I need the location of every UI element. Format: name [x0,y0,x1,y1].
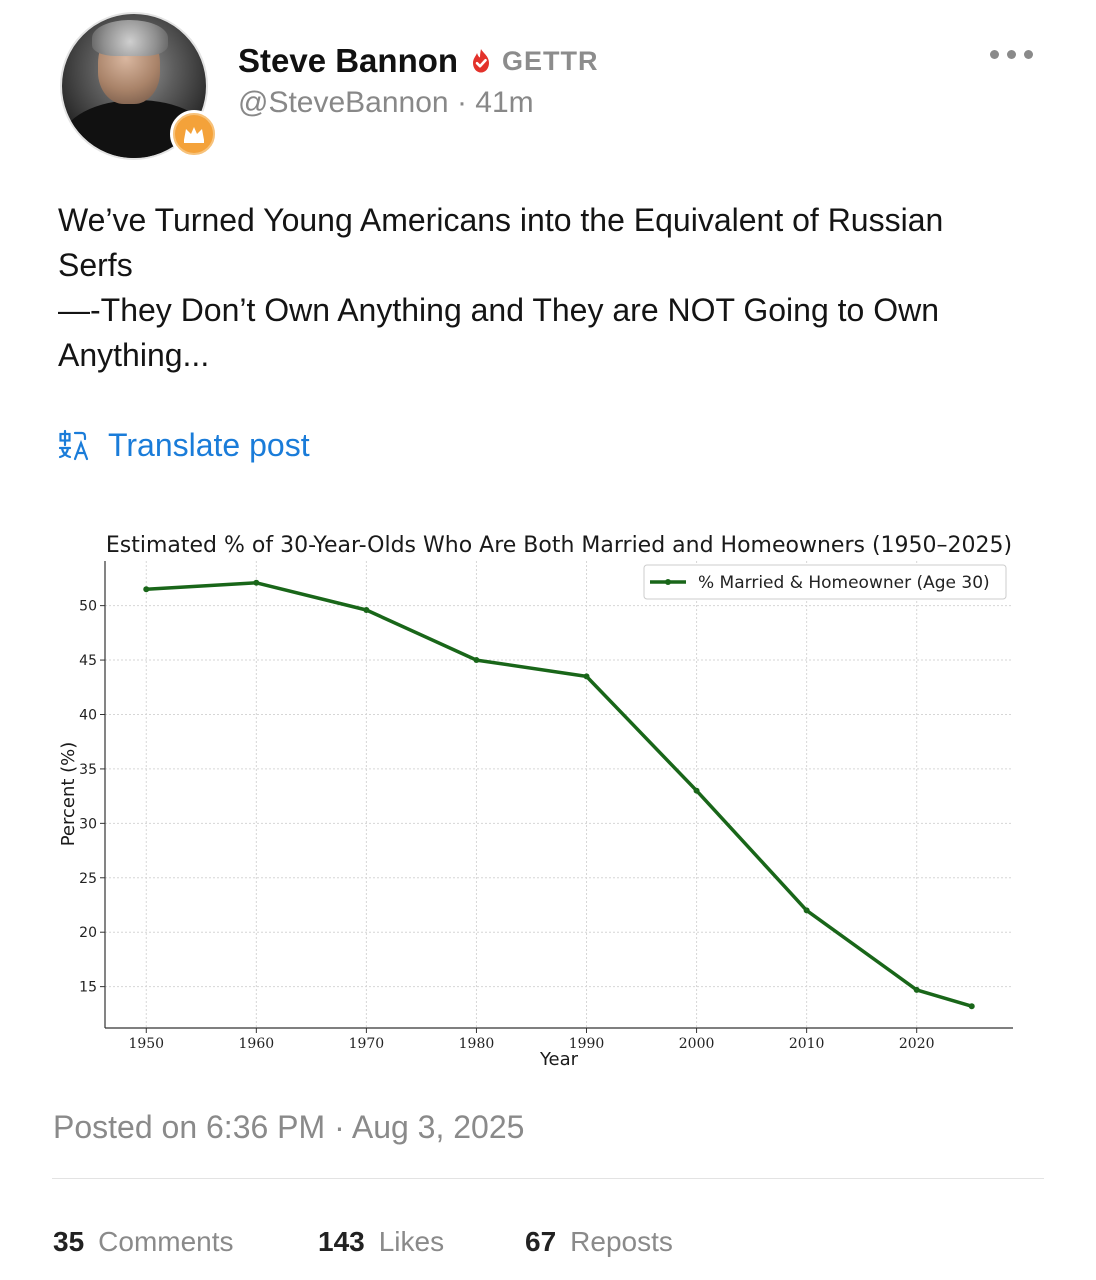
more-dot [1024,50,1033,59]
legend-swatch-marker [665,579,671,585]
y-tick-label: 50 [79,599,97,615]
translate-post-label: Translate post [108,426,310,463]
post-text-line: Serfs [58,247,133,283]
x-tick-label: 1960 [239,1036,275,1052]
comments-stat[interactable]: 35 Comments [53,1226,234,1258]
x-tick-label: 1950 [128,1036,164,1052]
more-horizontal-icon[interactable] [990,50,1033,59]
post-time-ago: 41m [475,86,534,119]
x-tick-label: 1980 [459,1036,495,1052]
legend-label: % Married & Homeowner (Age 30) [698,573,990,593]
post-text: We’ve Turned Young Americans into the Eq… [58,198,1038,378]
likes-stat[interactable]: 143 Likes [318,1226,444,1258]
more-dot [990,50,999,59]
likes-label: Likes [378,1226,445,1257]
y-tick-label: 15 [79,980,97,996]
x-tick-label: 2010 [789,1036,825,1052]
separator-dot: · [456,86,476,119]
y-tick-label: 45 [79,653,97,669]
translate-post-button[interactable]: Translate post [58,424,310,466]
reposts-count: 67 [525,1226,557,1257]
crown-icon [170,110,218,158]
chart-x-axis-label: Year [539,1049,579,1070]
post-text-line: Anything... [58,337,210,373]
x-tick-label: 2000 [679,1036,715,1052]
x-tick-label: 2020 [899,1036,935,1052]
y-tick-label: 30 [79,816,97,832]
comments-label: Comments [98,1226,234,1257]
more-dot [1007,50,1016,59]
data-point [253,579,260,586]
data-point [803,907,810,914]
y-tick-label: 40 [79,707,97,723]
posted-timestamp: Posted on 6:36 PM · Aug 3, 2025 [53,1109,525,1145]
data-point [473,657,480,664]
author-header: Steve Bannon GETTR [238,40,599,82]
chart-y-axis-label: Percent (%) [58,742,79,847]
series-line [144,581,974,1008]
comments-count: 35 [53,1226,85,1257]
x-tick-label: 1990 [569,1036,605,1052]
x-tick-label: 1970 [349,1036,385,1052]
likes-count: 143 [318,1226,365,1257]
data-point [583,673,590,680]
verified-flame-icon [473,49,490,73]
handle-row: @SteveBannon · 41m [238,86,534,120]
platform-label: GETTR [502,45,599,76]
data-point [913,986,920,993]
post-text-line: We’ve Turned Young Americans into the Eq… [58,202,944,238]
data-point [693,787,700,794]
data-point [363,606,370,613]
author-name[interactable]: Steve Bannon [238,42,459,79]
chart-image[interactable]: Estimated % of 30-Year-Olds Who Are Both… [40,518,1050,1078]
y-tick-label: 25 [79,871,97,887]
avatar-hair [92,20,168,56]
reposts-stat[interactable]: 67 Reposts [525,1226,673,1258]
author-handle[interactable]: @SteveBannon [238,86,449,119]
data-point [143,586,150,593]
y-tick-label: 20 [79,925,97,941]
avatar[interactable] [60,12,208,160]
post-text-line: —-They Don’t Own Anything and They are N… [58,292,940,328]
divider [52,1178,1044,1179]
data-point [968,1003,975,1010]
translate-icon [58,429,89,461]
chart-title: Estimated % of 30-Year-Olds Who Are Both… [106,533,1012,558]
y-tick-label: 35 [79,762,97,778]
author-avatar-container[interactable] [60,12,218,160]
legend-box [643,564,1007,600]
reposts-label: Reposts [570,1226,673,1257]
